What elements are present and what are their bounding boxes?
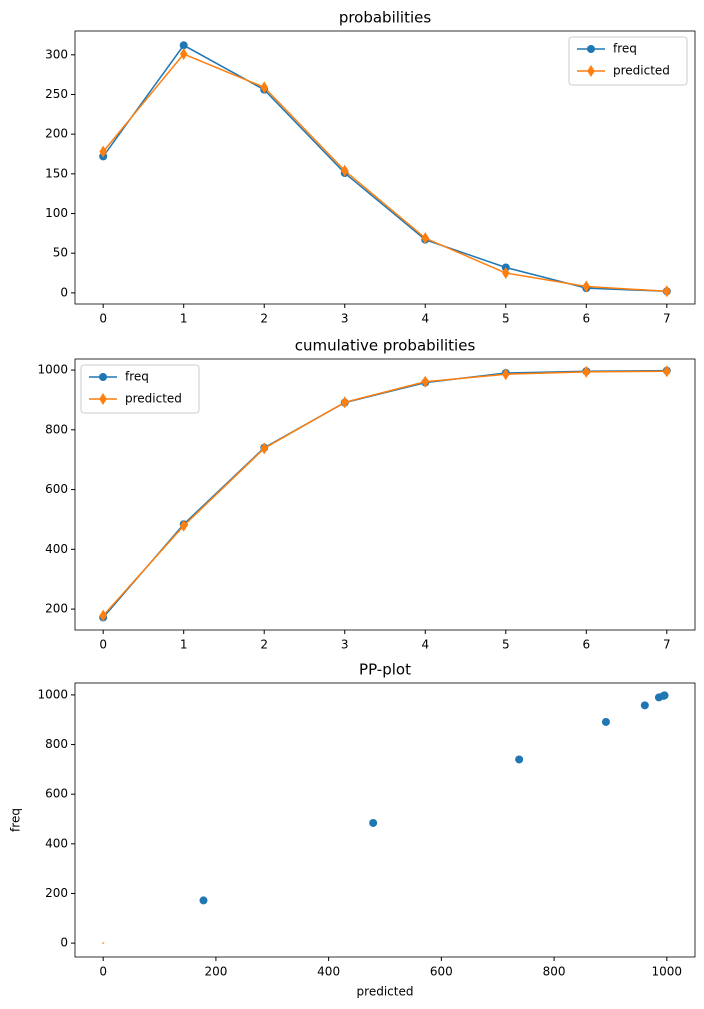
x-tick-label: 800: [543, 965, 566, 979]
marker: [99, 609, 107, 622]
y-tick-label: 400: [45, 836, 68, 850]
y-tick-label: 100: [45, 206, 68, 220]
x-tick-label: 1: [180, 312, 188, 326]
y-tick-label: 800: [45, 422, 68, 436]
x-tick-label: 200: [204, 965, 227, 979]
x-tick-label: 6: [582, 638, 590, 652]
marker: [340, 396, 349, 409]
line: [102, 53, 667, 293]
x-tick-label: 600: [430, 965, 453, 979]
y-tick-label: 250: [45, 87, 68, 101]
x-tick-label: 2: [260, 638, 268, 652]
legend-label: freq: [125, 370, 149, 384]
legend-marker: [587, 45, 595, 53]
axes-frame: [74, 30, 696, 305]
x-tick-label: 1: [180, 638, 188, 652]
marker: [260, 442, 269, 455]
legend-marker: [587, 65, 595, 77]
axes-frame: [74, 682, 696, 958]
marker: [601, 717, 610, 726]
marker: [179, 519, 188, 532]
x-tick-label: 2: [260, 312, 268, 326]
legend-marker: [99, 373, 107, 381]
y-tick-label: 600: [45, 482, 68, 496]
x-tick-label: 3: [341, 312, 349, 326]
legend-marker: [99, 393, 107, 405]
x-tick-label: 0: [99, 638, 107, 652]
x-tick-label: 400: [317, 965, 340, 979]
x-tick-label: 4: [421, 638, 429, 652]
marker: [582, 280, 591, 293]
legend-label: predicted: [125, 392, 182, 406]
marker: [663, 285, 671, 298]
marker: [640, 701, 649, 710]
y-tick-label: 1000: [37, 363, 68, 377]
marker: [582, 365, 591, 378]
chart-title: PP-plot: [359, 661, 411, 679]
legend-label: predicted: [613, 64, 670, 78]
x-tick-label: 0: [99, 312, 107, 326]
x-tick-label: 1000: [652, 965, 683, 979]
x-axis-label: predicted: [357, 985, 414, 999]
marker: [421, 375, 430, 388]
chart-title: cumulative probabilities: [295, 337, 476, 355]
x-tick-label: 5: [502, 312, 510, 326]
marker: [179, 48, 188, 61]
x-tick-label: 6: [582, 312, 590, 326]
y-tick-label: 0: [60, 285, 68, 299]
marker: [660, 691, 669, 700]
y-tick-label: 200: [45, 602, 68, 616]
y-tick-label: 800: [45, 737, 68, 751]
x-tick-label: 4: [421, 312, 429, 326]
chart-title: probabilities: [339, 9, 432, 27]
marker: [179, 41, 188, 50]
marker: [421, 232, 430, 245]
marker: [501, 267, 510, 280]
marker: [369, 818, 378, 827]
y-tick-label: 200: [45, 127, 68, 141]
marker: [260, 81, 269, 94]
x-tick-label: 5: [502, 638, 510, 652]
marker: [663, 365, 671, 378]
x-tick-label: 3: [341, 638, 349, 652]
x-tick-label: 7: [663, 312, 671, 326]
legend-label: freq: [613, 42, 637, 56]
marker: [199, 896, 208, 905]
y-tick-label: 400: [45, 542, 68, 556]
y-axis-label: freq: [9, 808, 23, 832]
y-tick-label: 0: [60, 936, 68, 950]
marker: [501, 368, 510, 381]
y-tick-label: 200: [45, 886, 68, 900]
y-tick-label: 150: [45, 166, 68, 180]
marker: [340, 164, 349, 177]
marker: [99, 145, 107, 158]
y-tick-label: 1000: [37, 687, 68, 701]
marker: [515, 755, 524, 764]
y-tick-label: 600: [45, 787, 68, 801]
y-tick-label: 50: [53, 246, 68, 260]
x-tick-label: 7: [663, 638, 671, 652]
line: [102, 370, 667, 617]
x-tick-label: 0: [99, 965, 107, 979]
axes-frame: [74, 358, 696, 631]
y-tick-label: 300: [45, 47, 68, 61]
